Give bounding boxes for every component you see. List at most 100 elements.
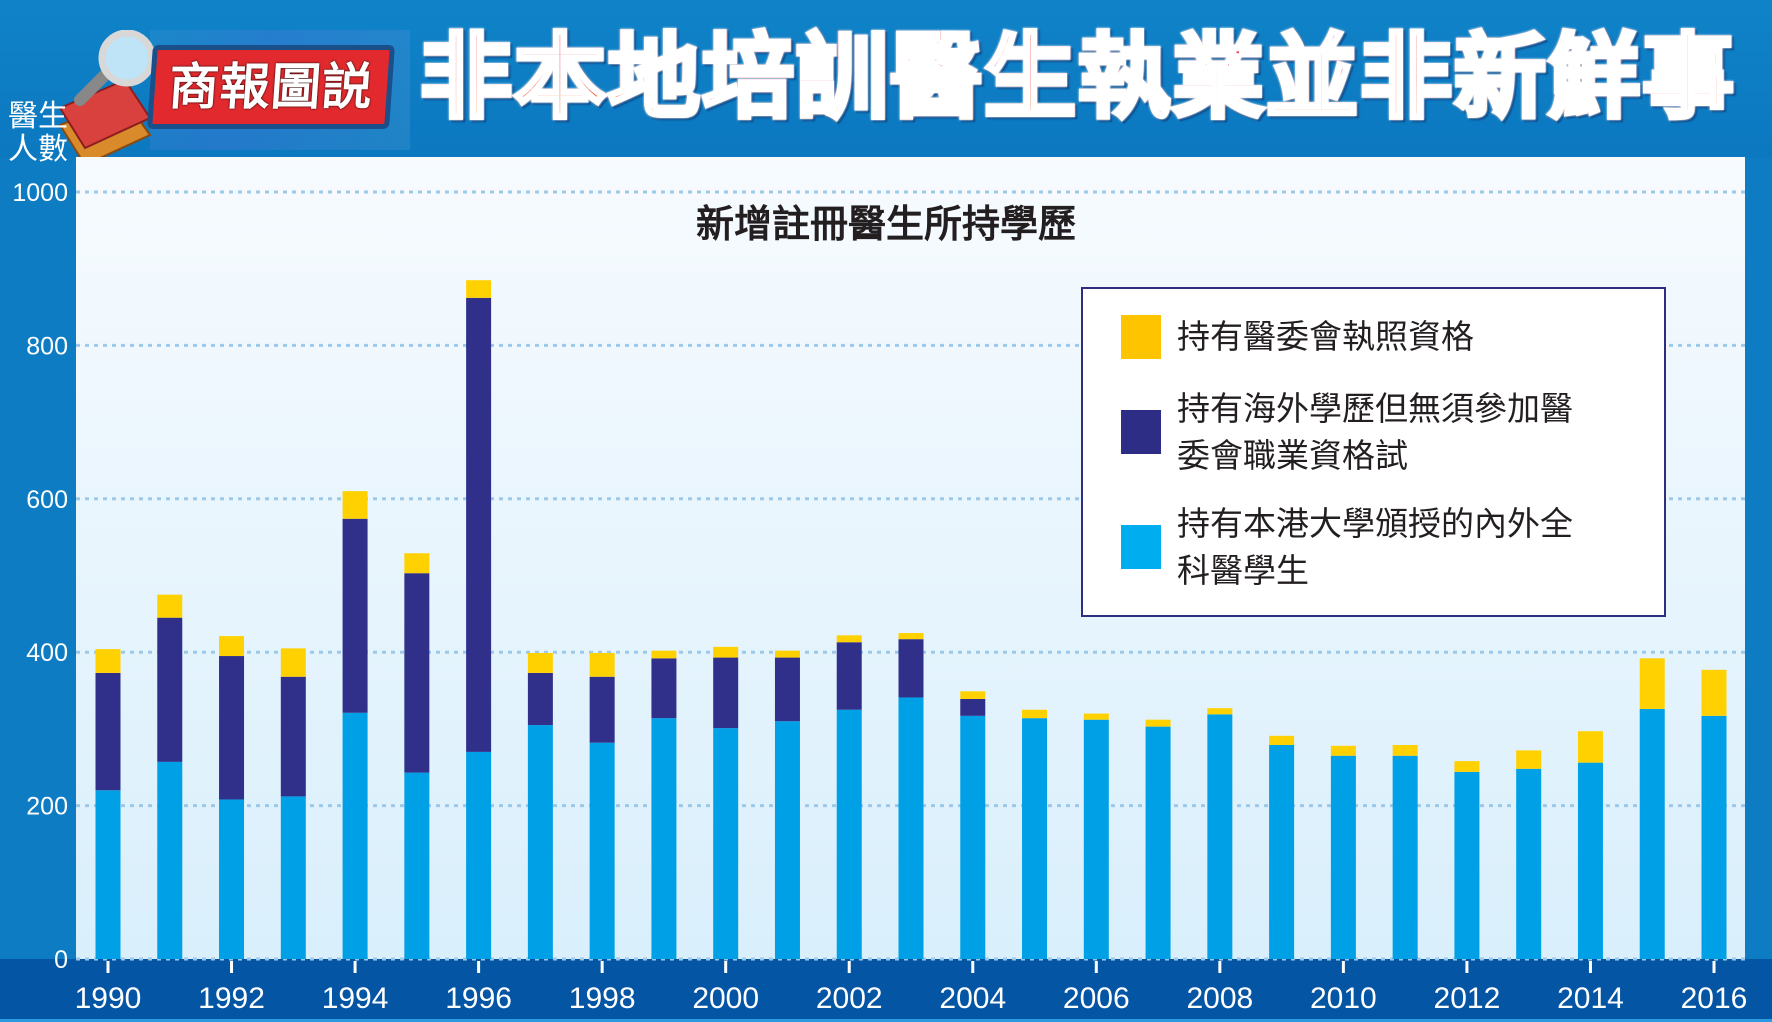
- bar-segment: [713, 728, 739, 959]
- bar-segment: [898, 697, 924, 959]
- bar-segment: [1207, 708, 1233, 715]
- bar-segment: [836, 635, 862, 643]
- bar-segment: [527, 652, 553, 673]
- bar-stack-2015: [1639, 658, 1665, 959]
- legend-label: 委會職業資格試: [1177, 436, 1408, 475]
- bar-segment: [219, 799, 245, 959]
- bar-stack-2001: [774, 650, 800, 959]
- bar-stack-2012: [1454, 761, 1480, 959]
- chart-title: 新增註冊醫生所持學歷: [695, 202, 1076, 246]
- bar-stack-1996: [466, 280, 492, 959]
- bar-segment: [1454, 771, 1480, 959]
- bar-segment: [774, 721, 800, 959]
- bottom-strip: [0, 1019, 1772, 1022]
- legend-swatch-navy: [1121, 410, 1161, 454]
- bar-stack-1990: [95, 649, 121, 959]
- bar-stack-2016: [1701, 669, 1727, 959]
- bar-stack-2005: [1022, 709, 1048, 959]
- bar-segment: [960, 715, 986, 959]
- x-axis-band: [0, 959, 1772, 1020]
- x-tick-label: 1992: [198, 982, 265, 1015]
- x-tick-label: 2016: [1681, 982, 1748, 1015]
- legend: 持有醫委會執照資格 持有海外學歷但無須參加醫 委會職業資格試 持有本港大學頒授的…: [1081, 287, 1666, 617]
- bars: [95, 280, 1727, 959]
- bar-segment: [157, 594, 183, 618]
- bar-stack-2000: [713, 646, 739, 959]
- bar-stack-2014: [1577, 731, 1603, 959]
- bar-stack-2009: [1269, 735, 1295, 959]
- bar-segment: [651, 718, 677, 959]
- legend-label: 持有本港大學頒授的內外全: [1177, 504, 1573, 543]
- bar-segment: [157, 617, 183, 762]
- bar-segment: [1392, 745, 1418, 756]
- y-tick-label: 1000: [12, 179, 68, 207]
- bar-stack-1999: [651, 650, 677, 959]
- bar-segment: [1639, 708, 1665, 959]
- bar-stack-1995: [404, 553, 430, 959]
- y-tick-label: 0: [54, 946, 68, 974]
- bar-segment: [1577, 731, 1603, 763]
- legend-label: 持有海外學歷但無須參加醫: [1177, 389, 1573, 428]
- bar-segment: [1022, 709, 1048, 719]
- legend-label: 科醫學生: [1177, 551, 1309, 590]
- y-axis-label-line: 醫生: [8, 99, 68, 134]
- bar-segment: [1145, 726, 1171, 959]
- bar-segment: [1269, 735, 1295, 746]
- x-tick-label: 2000: [692, 982, 759, 1015]
- bar-segment: [1083, 719, 1109, 959]
- bar-segment: [1701, 715, 1727, 959]
- legend-item-overseas-exempt: 持有海外學歷但無須參加醫 委會職業資格試: [1121, 385, 1637, 479]
- bar-segment: [1392, 755, 1418, 959]
- bar-segment: [1454, 761, 1480, 772]
- bar-segment: [219, 636, 245, 657]
- bar-stack-2004: [960, 691, 986, 959]
- bar-stack-1994: [342, 491, 368, 959]
- books-magnifier-icon: [58, 30, 156, 167]
- bar-segment: [898, 639, 924, 698]
- legend-item-local: 持有本港大學頒授的內外全 科醫學生: [1121, 500, 1637, 594]
- bar-segment: [589, 676, 615, 743]
- bar-segment: [1639, 658, 1665, 709]
- x-tick-label: 1990: [75, 982, 142, 1015]
- legend-item-licensing-exam: 持有醫委會執照資格: [1121, 313, 1637, 360]
- bar-stack-2002: [836, 635, 862, 959]
- bar-segment: [95, 790, 121, 959]
- bar-segment: [404, 573, 430, 773]
- x-tick-label: 2014: [1557, 982, 1624, 1015]
- legend-swatch-yellow: [1121, 314, 1161, 359]
- bar-segment: [774, 657, 800, 722]
- bar-stack-1998: [589, 652, 615, 959]
- x-tick-label: 2012: [1434, 982, 1501, 1015]
- bar-stack-2007: [1145, 719, 1171, 959]
- bar-segment: [651, 658, 677, 719]
- y-tick-label: 400: [26, 639, 68, 667]
- bar-segment: [1516, 768, 1542, 959]
- bar-stack-2006: [1083, 713, 1109, 959]
- x-tick-label: 1998: [569, 982, 636, 1015]
- y-tick-label: 600: [26, 486, 68, 514]
- bar-segment: [95, 649, 121, 673]
- bar-stack-1992: [219, 636, 245, 959]
- bar-segment: [404, 553, 430, 574]
- bar-segment: [960, 691, 986, 699]
- bar-segment: [342, 712, 368, 959]
- bar-segment: [342, 518, 368, 713]
- bar-segment: [527, 725, 553, 959]
- headline: 非本地培訓醫生執業並非新鮮事: [418, 22, 1736, 134]
- bar-segment: [219, 656, 245, 800]
- x-tick-label: 2002: [816, 982, 883, 1015]
- bar-segment: [466, 280, 492, 298]
- bar-segment: [404, 772, 430, 959]
- bar-segment: [960, 698, 986, 716]
- bar-segment: [713, 646, 739, 658]
- x-tick-label: 1996: [445, 982, 512, 1015]
- x-tick-label: 2004: [939, 982, 1006, 1015]
- bar-segment: [1022, 718, 1048, 959]
- bar-segment: [1330, 745, 1356, 756]
- x-tick-labels: 1990 1992 1994 1996 1998 2000 2002 2004 2006 2008…: [75, 961, 1748, 1015]
- bar-segment: [342, 491, 368, 519]
- bar-segment: [157, 761, 183, 959]
- bar-segment: [1577, 762, 1603, 959]
- bar-segment: [836, 642, 862, 710]
- bar-segment: [280, 676, 306, 797]
